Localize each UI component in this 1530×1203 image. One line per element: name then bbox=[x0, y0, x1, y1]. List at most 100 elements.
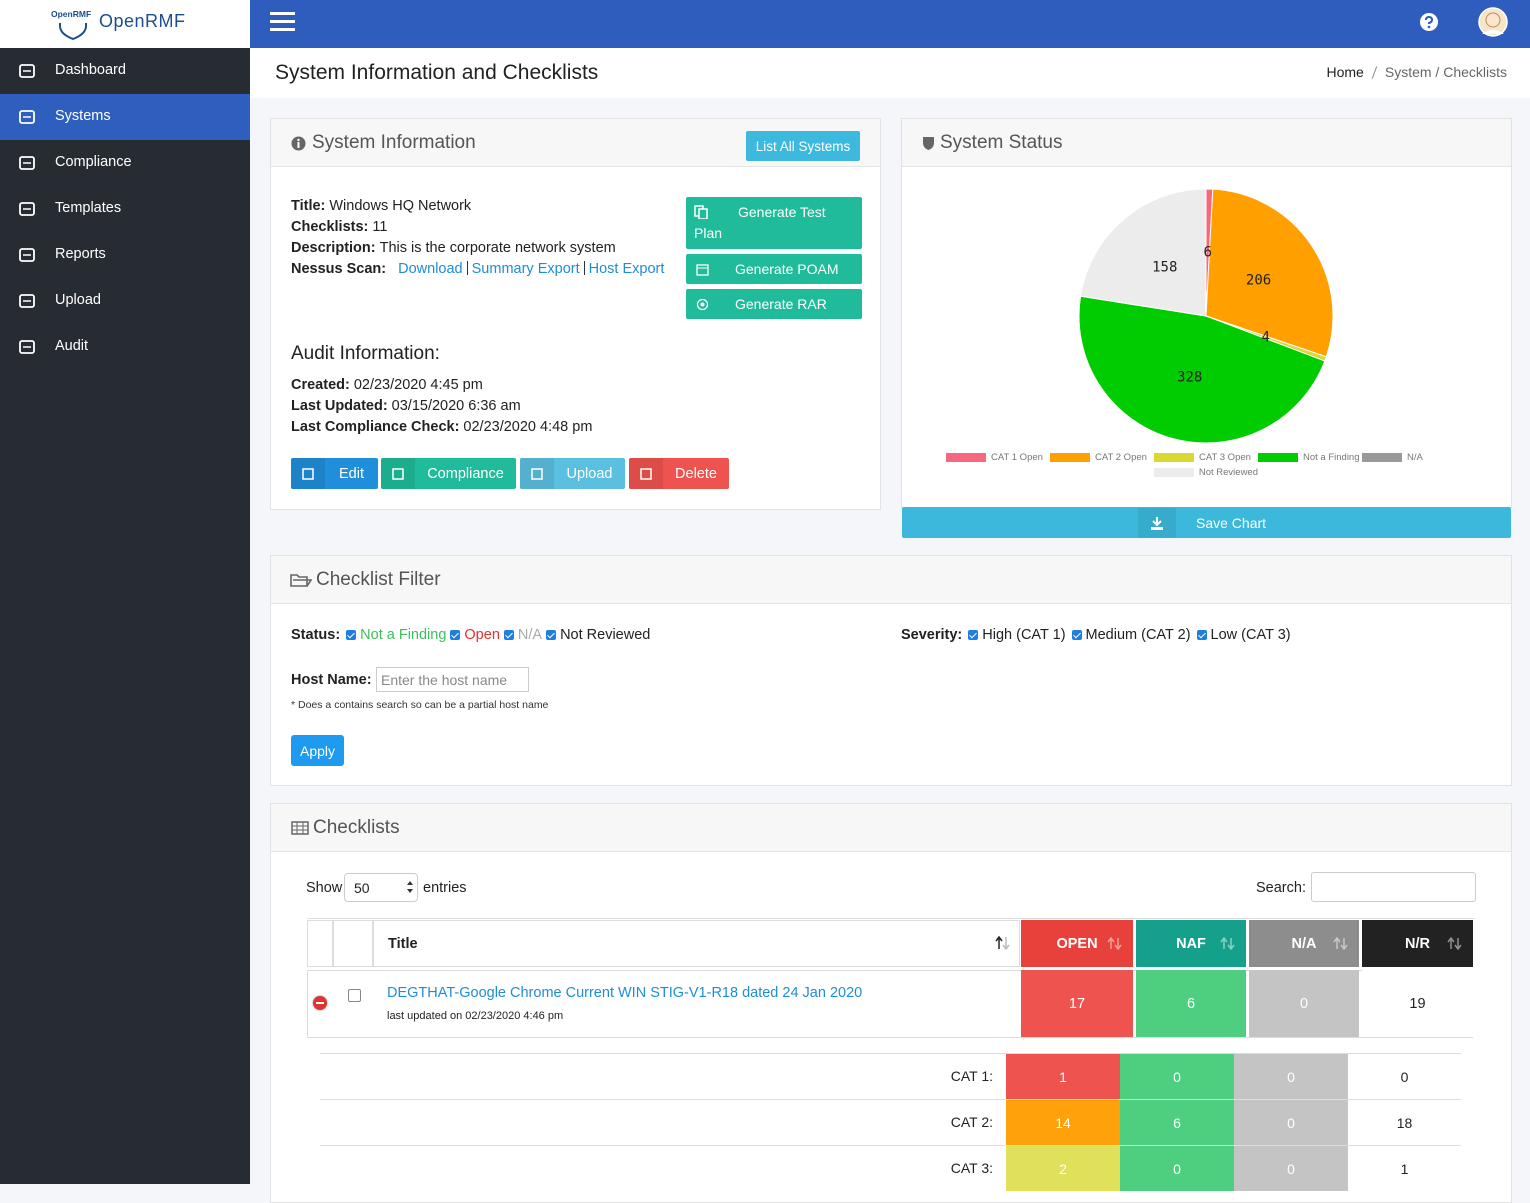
sidebar bbox=[0, 0, 250, 1184]
nessus-link[interactable]: Host Export bbox=[588, 261, 665, 277]
checkbox[interactable] bbox=[503, 630, 514, 640]
nav-item[interactable]: Systems bbox=[0, 94, 250, 140]
checkbox[interactable] bbox=[546, 630, 557, 640]
breakdown-label: CAT 3: bbox=[950, 1160, 993, 1176]
filter-option[interactable]: Not a Finding bbox=[346, 625, 446, 645]
button-label: Generate RAR bbox=[735, 296, 827, 312]
nav-label: Upload bbox=[55, 292, 101, 308]
legend-item[interactable]: CAT 1 Open bbox=[946, 450, 1050, 465]
header-cell[interactable]: NAF bbox=[1136, 920, 1246, 967]
checklist-title[interactable]: DEGTHAT-Google Chrome Current WIN STIG-V… bbox=[387, 985, 863, 1001]
field-label: Title: bbox=[291, 198, 326, 214]
count-cell: 0 bbox=[1249, 970, 1359, 1037]
checkbox[interactable] bbox=[968, 630, 979, 640]
legend-label: Not Reviewed bbox=[1198, 467, 1258, 478]
legend-item[interactable]: CAT 2 Open bbox=[1050, 450, 1154, 465]
sort-icon bbox=[995, 936, 1010, 950]
header-cell[interactable]: N/A bbox=[1249, 920, 1359, 967]
checklist-updated: last updated on 02/23/2020 4:46 pm bbox=[387, 1010, 564, 1022]
action-button[interactable]: Generate Test Plan bbox=[686, 197, 862, 249]
system-button[interactable]: Upload bbox=[520, 458, 625, 489]
breadcrumb-link[interactable]: Home bbox=[1326, 64, 1364, 80]
nav-icon bbox=[19, 294, 35, 308]
card-title: System Information bbox=[312, 132, 476, 153]
menu-toggle[interactable] bbox=[270, 12, 296, 34]
nav-icon bbox=[19, 340, 35, 354]
system-button[interactable]: Edit bbox=[291, 458, 378, 489]
option-label: Medium (CAT 2) bbox=[1085, 627, 1191, 643]
system-button[interactable]: Delete bbox=[629, 458, 729, 489]
search-input[interactable] bbox=[1311, 872, 1476, 902]
legend-label: Not a Finding bbox=[1303, 452, 1360, 463]
filter-option[interactable]: Medium (CAT 2) bbox=[1071, 625, 1191, 645]
legend-item[interactable]: N/A bbox=[1362, 450, 1466, 465]
field-row: Title: Windows HQ Network bbox=[291, 196, 471, 216]
nav-item[interactable]: Compliance bbox=[0, 140, 250, 186]
legend-label: CAT 2 Open bbox=[1095, 452, 1147, 463]
field-label: Checklists: bbox=[291, 219, 369, 235]
card-title: Checklist Filter bbox=[316, 569, 441, 590]
page-title: System Information and Checklists bbox=[275, 61, 599, 84]
checkbox[interactable] bbox=[1196, 630, 1207, 640]
count-cell: 17 bbox=[1021, 970, 1133, 1037]
filter-option[interactable]: High (CAT 1) bbox=[968, 625, 1066, 645]
header-cell[interactable]: OPEN bbox=[1021, 920, 1133, 967]
audit-row: Last Compliance Check: 02/23/2020 4:48 pm bbox=[291, 417, 592, 437]
breakdown-cell: 1 bbox=[1006, 1054, 1120, 1099]
field-value: 02/23/2020 4:48 pm bbox=[463, 419, 593, 435]
field-label: Last Updated: bbox=[291, 398, 388, 414]
legend-swatch bbox=[1362, 453, 1402, 462]
nav-item[interactable]: Reports bbox=[0, 232, 250, 278]
field-row: Description: This is the corporate networ… bbox=[291, 238, 616, 258]
nav-item[interactable]: Audit bbox=[0, 324, 250, 370]
button-label: Delete bbox=[675, 465, 717, 482]
header-cell[interactable]: N/R bbox=[1362, 920, 1473, 967]
legend-swatch bbox=[1154, 453, 1194, 462]
nessus-row: Nessus Scan: Download Summary Export Host … bbox=[291, 259, 664, 279]
filter-option[interactable]: Open bbox=[450, 625, 500, 645]
sort-icon bbox=[1220, 937, 1235, 950]
nav-item[interactable]: Dashboard bbox=[0, 48, 250, 94]
row-checkbox[interactable] bbox=[348, 989, 361, 1002]
action-button[interactable]: Generate RAR bbox=[686, 289, 862, 319]
button-icon bbox=[629, 458, 663, 489]
card-header bbox=[271, 804, 1511, 852]
checkbox[interactable] bbox=[1071, 630, 1082, 640]
legend-item[interactable]: Not Reviewed bbox=[1154, 465, 1258, 480]
filter-option[interactable]: N/A bbox=[503, 625, 543, 645]
list-systems-button[interactable]: List All Systems bbox=[746, 131, 860, 161]
user-avatar[interactable] bbox=[1478, 6, 1508, 38]
host-input[interactable]: Enter the host name bbox=[376, 667, 529, 692]
apply-button[interactable]: Apply bbox=[291, 735, 344, 766]
filter-option[interactable]: Low (CAT 3) bbox=[1196, 625, 1291, 645]
help-icon[interactable] bbox=[1419, 12, 1439, 32]
action-button[interactable]: Generate POAM bbox=[686, 254, 862, 284]
system-button[interactable]: Compliance bbox=[381, 458, 516, 489]
button-label: Generate POAM bbox=[735, 261, 839, 277]
legend-item[interactable]: Not a Finding bbox=[1258, 450, 1362, 465]
save-chart-button[interactable]: Save Chart bbox=[902, 507, 1511, 538]
page-length-select[interactable]: 50 bbox=[344, 873, 418, 902]
option-label: N/A bbox=[517, 627, 543, 643]
brand-area[interactable]: OpenRMF OpenRMF bbox=[0, 0, 250, 48]
logo-text: OpenRMF bbox=[51, 9, 92, 19]
show-label: Show bbox=[306, 880, 343, 896]
checkbox[interactable] bbox=[450, 630, 461, 640]
audit-row: Created: 02/23/2020 4:45 pm bbox=[291, 375, 483, 395]
audit-row: Last Updated: 03/15/2020 6:36 am bbox=[291, 396, 521, 416]
filter-option[interactable]: Not Reviewed bbox=[546, 625, 650, 645]
legend-swatch bbox=[1050, 453, 1090, 462]
download-icon bbox=[1138, 507, 1176, 538]
nessus-link[interactable]: Download bbox=[398, 261, 463, 277]
breadcrumb-current: System / Checklists bbox=[1384, 64, 1507, 80]
severity-filter: Severity: High (CAT 1) Medium (CAT 2) Low (… bbox=[901, 625, 1297, 645]
legend-item[interactable]: CAT 3 Open bbox=[1154, 450, 1258, 465]
checkbox[interactable] bbox=[346, 630, 357, 640]
header-cell[interactable]: Title bbox=[373, 920, 1020, 967]
nav-item[interactable]: Templates bbox=[0, 186, 250, 232]
nav-item[interactable]: Upload bbox=[0, 278, 250, 324]
breakdown-cell: 0 bbox=[1348, 1054, 1461, 1099]
nessus-link[interactable]: Summary Export bbox=[471, 261, 580, 277]
expand-toggle[interactable] bbox=[313, 996, 327, 1010]
legend: CAT 1 Open CAT 2 Open CAT 3 Open Not a Find… bbox=[946, 450, 1466, 480]
